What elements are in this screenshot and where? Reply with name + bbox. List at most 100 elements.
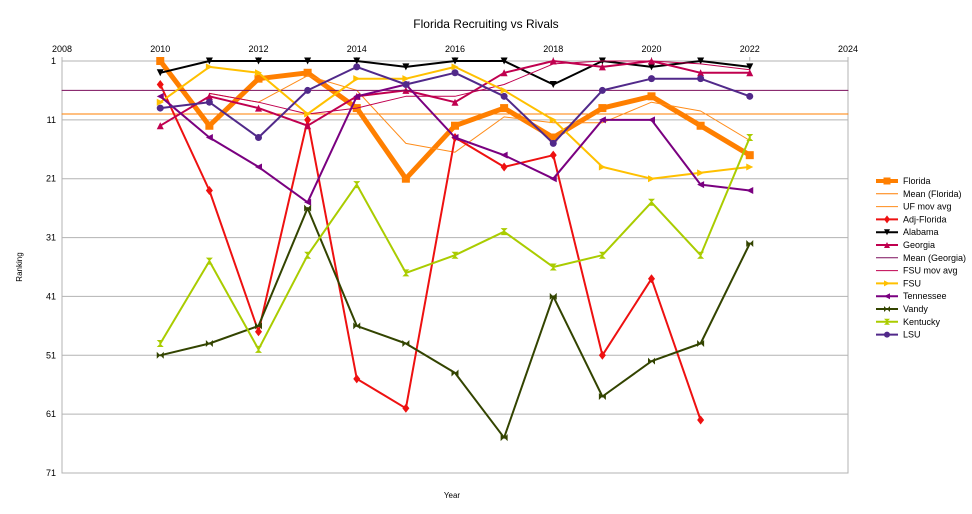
data-point <box>598 350 606 360</box>
data-point <box>500 228 508 236</box>
data-point <box>205 92 213 100</box>
data-point <box>500 162 508 172</box>
data-point <box>697 251 705 259</box>
legend-label: FSU mov avg <box>903 266 958 276</box>
plot-area <box>61 60 849 474</box>
data-point <box>451 57 459 65</box>
y-tick-label: 71 <box>46 468 56 478</box>
y-tick-label: 11 <box>47 115 56 125</box>
data-point <box>353 75 361 83</box>
legend-item: UF mov avg <box>876 202 952 212</box>
data-point <box>598 104 607 113</box>
x-tick-label: 2016 <box>445 44 465 54</box>
data-point <box>304 204 312 212</box>
x-tick-label: 2008 <box>52 44 72 54</box>
data-point <box>156 69 164 77</box>
data-point <box>156 98 164 106</box>
data-point <box>304 57 312 65</box>
legend-item: Mean (Florida) <box>876 189 962 199</box>
legend-label: LSU <box>903 330 921 340</box>
data-point <box>255 69 262 77</box>
data-point <box>648 75 655 83</box>
data-point <box>451 251 459 259</box>
data-point <box>156 351 164 359</box>
data-point <box>156 122 164 130</box>
y-tick-label: 41 <box>46 291 56 301</box>
legend-item: FSU <box>876 278 921 288</box>
series-fsu <box>156 63 754 183</box>
data-point <box>500 57 508 65</box>
data-point <box>205 257 213 265</box>
legend-item: Kentucky <box>876 317 941 327</box>
data-point <box>648 274 655 284</box>
data-point <box>549 116 557 124</box>
data-point <box>648 175 655 183</box>
data-point <box>745 151 754 160</box>
data-point <box>255 57 262 65</box>
data-point <box>205 63 213 71</box>
legend-item: Vandy <box>876 304 928 314</box>
data-point <box>401 174 410 183</box>
data-point <box>402 403 410 413</box>
data-point <box>205 57 213 65</box>
data-point <box>255 322 262 330</box>
data-point <box>648 357 655 365</box>
data-point <box>156 80 164 90</box>
data-point <box>598 163 606 171</box>
data-point <box>156 104 164 112</box>
data-point <box>549 292 557 300</box>
data-point <box>451 98 459 106</box>
legend-label: Tennessee <box>903 291 947 301</box>
data-point <box>451 369 459 377</box>
data-point <box>451 121 459 130</box>
data-point <box>746 63 754 71</box>
data-point <box>304 110 312 118</box>
legend-item: Georgia <box>876 240 935 250</box>
data-point <box>697 181 705 189</box>
data-point <box>205 134 213 142</box>
data-point <box>697 415 705 425</box>
x-axis-title: Year <box>444 491 461 500</box>
series-line <box>159 207 751 439</box>
legend-swatch-marker <box>884 306 890 312</box>
data-point <box>156 92 164 100</box>
legend-item: Mean (Georgia) <box>876 253 966 263</box>
y-tick-label: 1 <box>51 56 56 66</box>
legend-label: Georgia <box>903 240 935 250</box>
legend-swatch-marker <box>884 215 890 224</box>
data-point <box>549 175 557 183</box>
data-point <box>648 116 655 124</box>
data-point <box>255 345 262 353</box>
data-point <box>353 92 361 100</box>
data-point <box>697 75 705 83</box>
data-point <box>746 69 754 77</box>
data-point <box>402 81 410 89</box>
data-point <box>402 63 410 71</box>
legend-item: Tennessee <box>876 291 947 301</box>
data-point <box>598 63 606 71</box>
data-point <box>402 340 410 348</box>
x-tick-label: 2012 <box>248 44 268 54</box>
data-point <box>598 251 606 259</box>
y-tick-label: 51 <box>46 350 56 360</box>
data-point <box>648 63 655 71</box>
series-line <box>208 60 751 115</box>
data-point <box>746 239 754 247</box>
legend-label: Alabama <box>903 227 939 237</box>
series-line <box>208 75 751 153</box>
data-point <box>304 198 312 206</box>
y-tick-label: 31 <box>46 233 56 243</box>
x-tick-label: 2024 <box>838 44 858 54</box>
data-point <box>500 86 508 94</box>
series-alabama <box>156 57 754 89</box>
data-point <box>746 186 754 194</box>
data-point <box>549 81 557 89</box>
data-point <box>304 86 312 94</box>
data-point <box>598 392 606 400</box>
data-point <box>304 115 312 125</box>
legend-label: UF mov avg <box>903 202 952 212</box>
data-point <box>255 327 262 337</box>
data-point <box>549 133 558 142</box>
